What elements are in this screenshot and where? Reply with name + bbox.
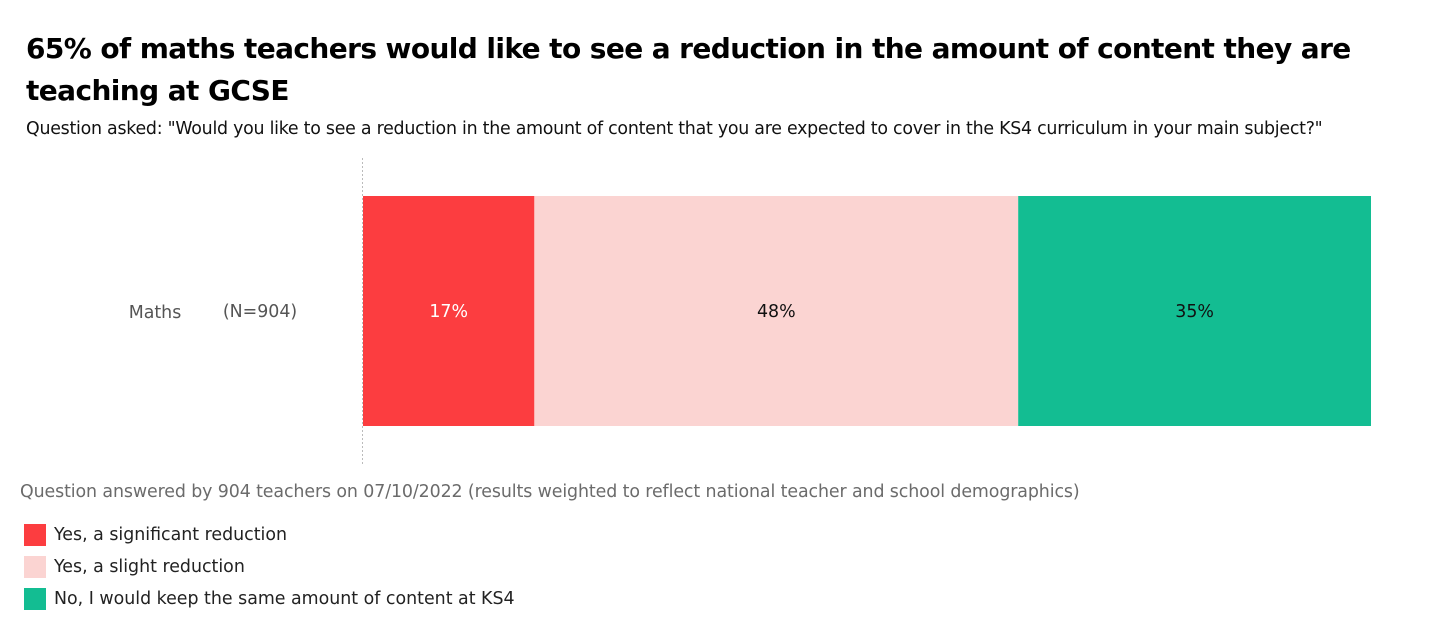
legend-item-slight-reduction: Yes, a slight reduction bbox=[24, 551, 515, 583]
stacked-bar-chart: Maths (N=904) 17% 48% 35% bbox=[0, 150, 1440, 470]
legend-item-significant-reduction: Yes, a significant reduction bbox=[24, 519, 515, 551]
data-label-no-i-would-keep-the-same-amount-of-content-at-ks4: 35% bbox=[1175, 302, 1214, 322]
legend: Yes, a significant reduction Yes, a slig… bbox=[24, 519, 515, 615]
legend-swatch-significant-reduction bbox=[24, 524, 46, 546]
chart-title: 65% of maths teachers would like to see … bbox=[26, 32, 1351, 107]
legend-swatch-slight-reduction bbox=[24, 556, 46, 578]
bar-segment-yes-a-slight-reduction bbox=[534, 196, 1019, 426]
bar-segment-no-i-would-keep-the-same-amount-of-content-at-ks4 bbox=[1018, 196, 1371, 426]
legend-swatch-keep-same bbox=[24, 588, 46, 610]
legend-item-keep-same: No, I would keep the same amount of cont… bbox=[24, 583, 515, 615]
legend-label-slight-reduction: Yes, a slight reduction bbox=[54, 557, 245, 577]
data-label-yes-a-significant-reduction: 17% bbox=[429, 302, 468, 322]
footnote: Question answered by 904 teachers on 07/… bbox=[20, 482, 1080, 502]
category-sample-size: (N=904) bbox=[223, 302, 297, 322]
category-label: Maths bbox=[129, 303, 182, 323]
bar-segment-yes-a-significant-reduction bbox=[363, 196, 535, 426]
data-label-yes-a-slight-reduction: 48% bbox=[757, 302, 796, 322]
legend-label-significant-reduction: Yes, a significant reduction bbox=[54, 525, 288, 545]
chart-svg: Maths (N=904) 17% 48% 35% bbox=[129, 158, 1371, 464]
chart-subtitle: Question asked: "Would you like to see a… bbox=[26, 119, 1323, 139]
legend-label-keep-same: No, I would keep the same amount of cont… bbox=[54, 589, 515, 609]
